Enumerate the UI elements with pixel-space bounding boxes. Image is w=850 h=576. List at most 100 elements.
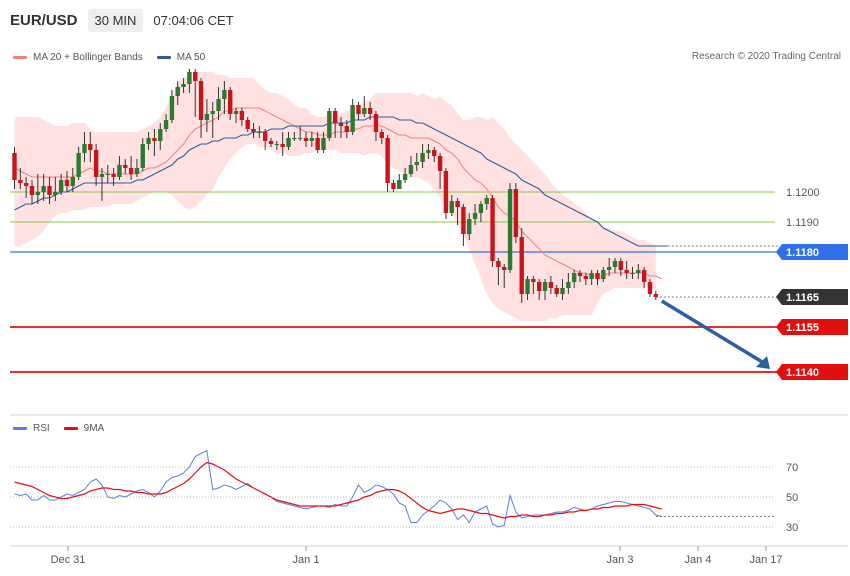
rsi-legend: RSI 9MA xyxy=(13,423,104,434)
candle-body xyxy=(163,120,169,129)
bollinger-band-area xyxy=(14,72,656,321)
candle-body xyxy=(472,213,478,219)
candle-body xyxy=(612,261,618,267)
candle-body xyxy=(268,141,274,144)
candle-body xyxy=(414,162,419,165)
level-tag-5 xyxy=(776,364,848,380)
candle-body xyxy=(297,138,303,139)
candle-body xyxy=(367,108,373,114)
level-label-1: 1.1190 xyxy=(786,217,819,229)
candle-body xyxy=(432,150,437,156)
candle-body xyxy=(641,270,647,282)
symbol-label: EUR/USD xyxy=(10,11,78,29)
candle-body xyxy=(455,201,460,207)
candle-body xyxy=(41,186,46,192)
candle-body xyxy=(152,138,157,141)
candle-body xyxy=(601,270,606,279)
level-tag-4 xyxy=(776,319,848,335)
x-tick-label-2: Jan 3 xyxy=(607,554,634,566)
candle-body xyxy=(647,282,653,294)
candle-body xyxy=(274,144,280,145)
candle-body xyxy=(76,153,81,177)
candle-body xyxy=(93,150,99,177)
candle-body xyxy=(292,138,297,139)
candle-body xyxy=(513,189,519,237)
candle-body xyxy=(595,273,600,279)
candle-body xyxy=(560,288,565,294)
forecast-arrow-head xyxy=(756,356,770,369)
candle-body xyxy=(408,165,414,174)
candle-body xyxy=(315,138,320,150)
candle-body xyxy=(478,204,484,213)
candle-body xyxy=(467,219,472,234)
candle-body xyxy=(502,267,507,270)
level-label-2: 1.1180 xyxy=(786,247,819,259)
candle-body xyxy=(47,186,52,195)
candle-body xyxy=(490,198,495,261)
candle-body xyxy=(175,87,180,96)
level-tag-3 xyxy=(776,289,848,305)
candle-body xyxy=(385,138,390,183)
candle-body xyxy=(309,138,315,141)
forecast-arrow-line xyxy=(660,299,765,365)
candle-body xyxy=(571,273,577,282)
level-tag-2 xyxy=(776,244,848,260)
candle-body xyxy=(636,270,641,273)
research-credit: Research © 2020 Trading Central xyxy=(691,51,841,62)
candle-body xyxy=(257,132,262,133)
ma50-legend-swatch xyxy=(156,56,171,59)
candle-body xyxy=(583,276,589,279)
candle-body xyxy=(449,201,454,213)
ma20-legend-label: MA 20 + Bollinger Bands xyxy=(33,52,143,63)
candle-body xyxy=(222,90,227,99)
candle-body xyxy=(350,105,355,132)
candle-body xyxy=(280,144,285,147)
candle-body xyxy=(362,108,367,114)
candle-body xyxy=(262,132,268,141)
rsi-tick-label-1: 50 xyxy=(786,492,798,504)
candle-body xyxy=(554,288,559,294)
candles-group xyxy=(12,69,658,303)
candle-body xyxy=(64,180,70,186)
candle-body xyxy=(624,270,629,273)
candle-body xyxy=(18,180,23,183)
candle-body xyxy=(420,153,425,162)
candle-body xyxy=(187,72,192,84)
candle-body xyxy=(286,138,291,147)
candle-body xyxy=(140,144,145,168)
timeframe-button[interactable]: 30 MIN xyxy=(87,8,144,32)
candle-body xyxy=(653,294,658,297)
candle-body xyxy=(461,207,466,234)
candle-body xyxy=(606,267,612,270)
candle-body xyxy=(548,282,554,288)
candle-body xyxy=(88,144,93,150)
candle-body xyxy=(70,177,75,186)
candle-body xyxy=(618,261,624,270)
candle-body xyxy=(181,84,186,87)
candle-body xyxy=(105,174,110,175)
candle-body xyxy=(58,180,64,192)
rsi9ma-legend-swatch xyxy=(63,427,78,430)
x-tick-label-1: Jan 1 xyxy=(293,554,320,566)
candle-body xyxy=(321,138,326,150)
candle-body xyxy=(373,114,379,132)
candle-body xyxy=(117,165,122,177)
candle-body xyxy=(123,165,128,168)
x-tick-label-3: Jan 4 xyxy=(685,554,712,566)
ma20-line xyxy=(14,107,662,280)
price-legend: MA 20 + Bollinger Bands MA 50 xyxy=(13,52,205,63)
candle-body xyxy=(233,111,239,114)
level-label-5: 1.1140 xyxy=(786,367,819,379)
candle-body xyxy=(169,96,175,120)
candle-body xyxy=(525,279,530,294)
candle-body xyxy=(146,138,151,144)
candle-body xyxy=(204,114,210,120)
timestamp: 07:04:06 CET xyxy=(153,12,234,28)
x-tick-label-0: Dec 31 xyxy=(51,554,86,566)
candle-body xyxy=(577,273,583,276)
candle-body xyxy=(402,174,408,180)
candle-body xyxy=(35,192,41,195)
rsi9ma-legend-label: 9MA xyxy=(83,423,105,434)
candle-body xyxy=(344,126,350,132)
